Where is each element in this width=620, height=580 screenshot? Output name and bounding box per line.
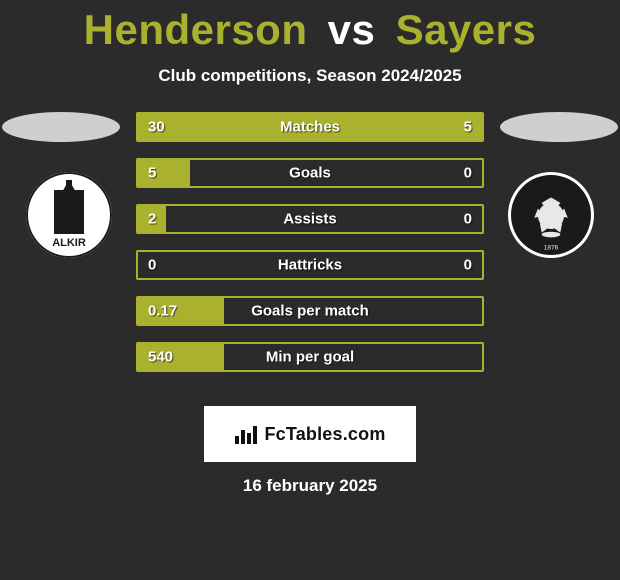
stat-value-left: 30 — [148, 119, 165, 136]
player1-name: Henderson — [84, 6, 308, 53]
stat-row: 5 0 Goals — [136, 158, 484, 188]
stat-value-left: 5 — [148, 165, 156, 182]
comparison-arena: ALKIR PARTICK THISTLE 1876 305Match — [0, 112, 620, 412]
svg-text:ALKIR: ALKIR — [52, 237, 86, 249]
date-label: 16 february 2025 — [0, 476, 620, 496]
svg-text:1876: 1876 — [544, 244, 559, 251]
stat-value-right: 0 — [464, 165, 472, 182]
branding-text: FcTables.com — [264, 424, 385, 445]
bar-chart-icon — [234, 424, 258, 444]
stat-row: 30 5 Matches — [136, 112, 484, 142]
subtitle: Club competitions, Season 2024/2025 — [0, 66, 620, 86]
club-crest-right: PARTICK THISTLE 1876 — [508, 172, 594, 258]
stat-label: Hattricks — [278, 257, 342, 274]
stat-row: 0 0 Hattricks — [136, 250, 484, 280]
stat-fill-right — [434, 114, 482, 140]
stat-value-right: 0 — [464, 257, 472, 274]
stat-label: Assists — [283, 211, 336, 228]
stat-label: Goals — [289, 165, 331, 182]
branding-badge: FcTables.com — [204, 406, 416, 462]
club-crest-left: ALKIR — [26, 172, 112, 258]
player2-name: Sayers — [396, 6, 537, 53]
stat-value-left: 0 — [148, 257, 156, 274]
stat-label: Matches — [280, 119, 340, 136]
stat-value-left: 0.17 — [148, 303, 177, 320]
comparison-title: Henderson vs Sayers — [0, 0, 620, 54]
falkirk-crest-icon: ALKIR — [26, 172, 112, 258]
vs-separator: vs — [328, 6, 376, 53]
svg-text:PARTICK THISTLE: PARTICK THISTLE — [511, 175, 569, 177]
stat-value-right: 0 — [464, 211, 472, 228]
stat-fill-left — [138, 160, 190, 186]
stat-label: Goals per match — [251, 303, 369, 320]
stat-row: 540 Min per goal — [136, 342, 484, 372]
stat-value-right: 5 — [464, 119, 472, 136]
stat-row: 0.17 Goals per match — [136, 296, 484, 326]
stat-value-left: 540 — [148, 349, 173, 366]
stat-label: Min per goal — [266, 349, 354, 366]
shadow-ellipse-right — [500, 112, 618, 142]
stat-bars: 30 5 Matches 5 0 Goals 2 0 Assists 0 0 Hattricks 0.1… — [136, 112, 484, 388]
stat-row: 2 0 Assists — [136, 204, 484, 234]
stat-value-left: 2 — [148, 211, 156, 228]
shadow-ellipse-left — [2, 112, 120, 142]
partick-thistle-crest-icon: PARTICK THISTLE 1876 — [511, 175, 591, 255]
